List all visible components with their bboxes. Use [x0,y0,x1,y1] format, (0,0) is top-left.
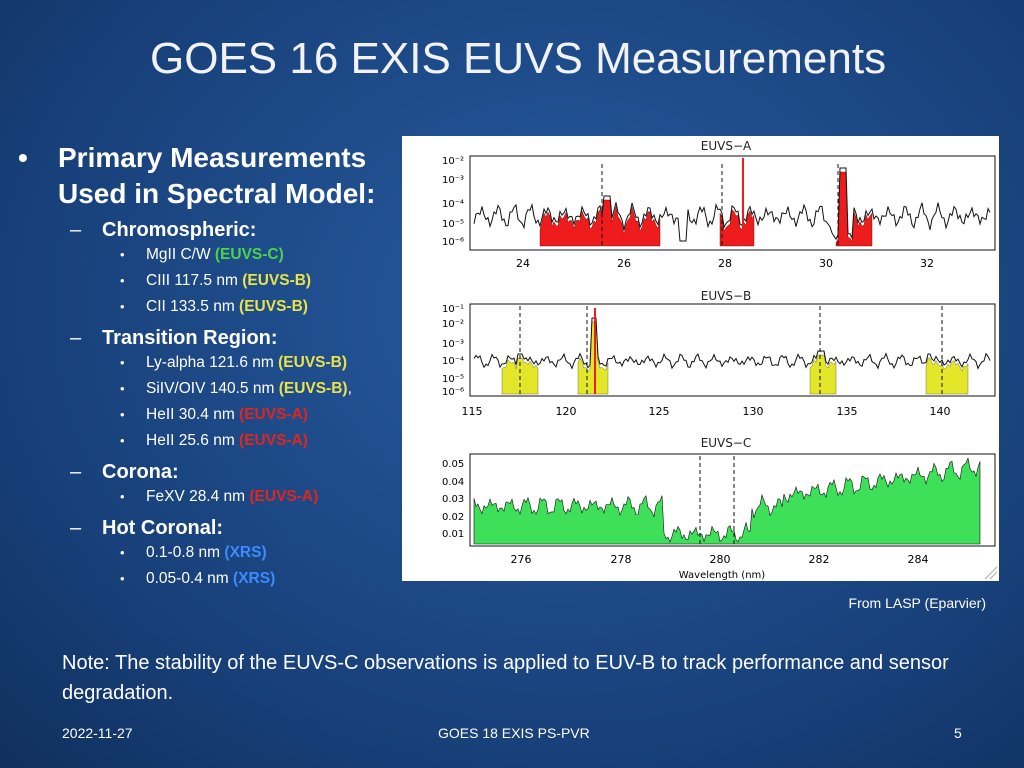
panel-b-xtick: 130 [743,405,764,418]
item-heii-256: • HeII 25.6 nm (EUVS-A) [120,432,308,449]
item-fexv: • FeXV 28.4 nm (EUVS-A) [120,488,319,505]
panel-a-title: EUVS−A [701,139,752,153]
panel-a-xtick: 26 [617,257,631,270]
footer-center: GOES 18 EXIS PS-PVR [438,725,590,741]
panel-b-ytick: 10⁻⁵ [442,374,464,385]
euvs-a-band-fill [539,199,661,247]
panel-a-ytick: 10⁻⁵ [442,219,464,230]
panel-a-xtick: 28 [718,257,732,270]
panel-a-xtick: 32 [920,257,934,270]
primary-heading-line1: Primary Measurements [58,142,367,173]
panel-b-frame [469,303,996,397]
euvs-b-band-fill [925,357,969,395]
panel-a-xtick: 24 [516,257,530,270]
panel-c-plot [473,456,981,545]
panel-c-ytick: 0.03 [442,494,464,505]
euvs-a-band-fill [835,171,873,247]
figure-credit: From LASP (Eparvier) [848,595,986,611]
wavelength-axis-label: Wavelength (nm) [679,570,765,581]
euvs-c-spectrum-fill [473,457,981,545]
panel-b-ytick: 10⁻⁶ [442,387,464,398]
primary-bullet: • Primary Measurements Used in Spectral … [18,140,408,212]
spectra-figure: EUVS−A 10⁻² 10⁻³ 10⁻⁴ 10⁻⁵ 10⁻⁶ 24 26 28… [402,136,999,581]
group-transition-region: – Transition Region: [70,327,278,349]
page-number: 5 [954,725,962,741]
euvs-b-band-fill [577,321,609,395]
slide-title: GOES 16 EXIS EUVS Measurements [150,34,887,83]
panel-c-xtick: 276 [511,553,532,566]
panel-b-xtick: 120 [556,405,577,418]
panel-c-xtick: 284 [908,553,929,566]
panel-c-ytick: 0.01 [442,529,464,540]
panel-a-ytick: 10⁻⁴ [442,199,464,210]
euvs-a-band-fill [719,209,755,247]
panel-c-ytick: 0.04 [442,477,464,488]
panel-b-ytick: 10⁻⁴ [442,356,464,367]
panel-a-frame [469,155,996,251]
primary-heading-line2: Used in Spectral Model: [58,178,376,209]
panel-a-ytick: 10⁻⁶ [442,237,464,248]
item-heii-304: • HeII 30.4 nm (EUVS-A) [120,406,308,423]
panel-c-xtick: 280 [710,553,731,566]
note-text: Note: The stability of the EUVS-C observ… [62,652,949,704]
group-hot-coronal: – Hot Coronal: [70,517,224,539]
panel-b-xtick: 140 [930,405,951,418]
item-xrs-short: • 0.05-0.4 nm (XRS) [120,570,276,587]
euvs-b-spectrum-line [473,317,991,370]
panel-b-plot [473,306,991,395]
panel-a-plot [473,158,991,247]
panel-b-xtick: 135 [837,405,858,418]
group-corona: – Corona: [70,461,179,483]
euvs-a-spectrum-line [473,167,991,242]
bullet-list: • Primary Measurements Used in Spectral … [18,140,408,592]
item-xrs-long: • 0.1-0.8 nm (XRS) [120,544,267,561]
panel-a-xtick: 30 [819,257,833,270]
resize-grip-icon [984,566,998,580]
panel-b-ytick: 10⁻² [442,319,464,330]
euvs-b-band-fill [809,354,837,395]
item-ciii: • CIII 117.5 nm (EUVS-B) [120,272,312,289]
bullet-dot: • [18,142,28,173]
group-chromospheric: – Chromospheric: [70,219,257,241]
panel-b-title: EUVS−B [701,289,751,303]
item-ly-alpha: • Ly-alpha 121.6 nm (EUVS-B) [120,354,348,371]
item-siiv-oiv: • SiIV/OIV 140.5 nm (EUVS-B), [120,380,352,397]
panel-c-xtick: 278 [611,553,632,566]
spectra-svg: EUVS−A 10⁻² 10⁻³ 10⁻⁴ 10⁻⁵ 10⁻⁶ 24 26 28… [442,139,998,581]
panel-c-ytick: 0.02 [442,512,464,523]
panel-c-frame [469,453,996,547]
panel-c-xtick: 282 [809,553,830,566]
panel-c-title: EUVS−C [701,436,752,450]
item-mgii: • MgII C/W (EUVS-C) [120,246,284,263]
panel-b-ytick: 10⁻³ [442,339,464,350]
footer-date: 2022-11-27 [62,725,133,741]
panel-b-xtick: 125 [649,405,670,418]
panel-a-ytick: 10⁻² [442,156,464,167]
item-cii: • CII 133.5 nm (EUVS-B) [120,298,308,315]
panel-c-ytick: 0.05 [442,459,464,470]
panel-b-ytick: 10⁻¹ [442,304,464,315]
panel-b-xtick: 115 [462,405,483,418]
panel-a-ytick: 10⁻³ [442,175,464,186]
